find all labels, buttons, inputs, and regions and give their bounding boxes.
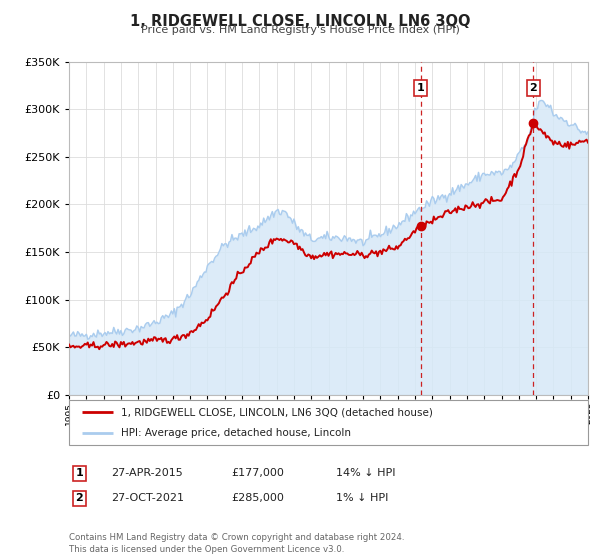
Text: 1, RIDGEWELL CLOSE, LINCOLN, LN6 3QQ: 1, RIDGEWELL CLOSE, LINCOLN, LN6 3QQ xyxy=(130,14,470,29)
Text: 14% ↓ HPI: 14% ↓ HPI xyxy=(336,468,395,478)
Text: Contains HM Land Registry data © Crown copyright and database right 2024.
This d: Contains HM Land Registry data © Crown c… xyxy=(69,533,404,554)
Text: £285,000: £285,000 xyxy=(231,493,284,503)
Text: 1: 1 xyxy=(417,83,425,94)
Text: Price paid vs. HM Land Registry's House Price Index (HPI): Price paid vs. HM Land Registry's House … xyxy=(140,25,460,35)
Text: £177,000: £177,000 xyxy=(231,468,284,478)
Text: 1, RIDGEWELL CLOSE, LINCOLN, LN6 3QQ (detached house): 1, RIDGEWELL CLOSE, LINCOLN, LN6 3QQ (de… xyxy=(121,408,433,418)
Text: 27-OCT-2021: 27-OCT-2021 xyxy=(111,493,184,503)
Text: 2: 2 xyxy=(529,83,537,94)
FancyBboxPatch shape xyxy=(69,400,588,445)
Text: 1: 1 xyxy=(76,468,83,478)
Text: 1% ↓ HPI: 1% ↓ HPI xyxy=(336,493,388,503)
Text: 2: 2 xyxy=(76,493,83,503)
Text: HPI: Average price, detached house, Lincoln: HPI: Average price, detached house, Linc… xyxy=(121,428,351,438)
Text: 27-APR-2015: 27-APR-2015 xyxy=(111,468,183,478)
